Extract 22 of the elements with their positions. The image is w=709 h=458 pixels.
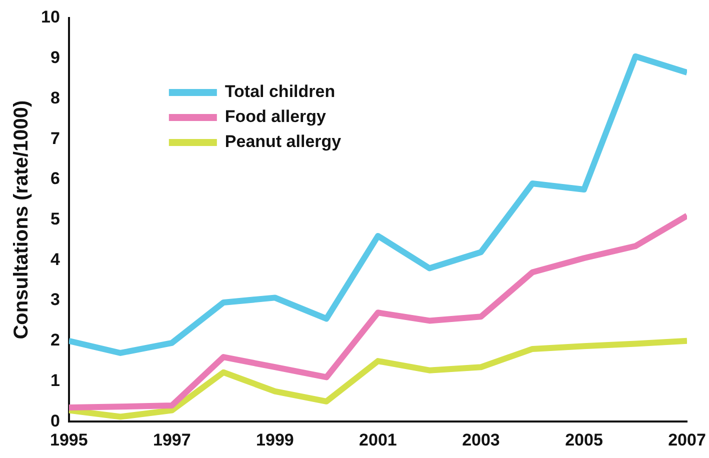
legend-label: Peanut allergy [224,132,342,152]
x-tick-label: 2005 [565,430,603,450]
x-tick-label: 2003 [462,430,500,450]
x-tick-label: 1999 [256,430,294,450]
y-tick-label: 1 [50,370,60,390]
y-tick-label: 6 [50,169,60,188]
y-axis-title: Consultations (rate/1000) [10,100,33,340]
legend-label: Total children [224,82,336,102]
y-tick-label: 9 [50,48,60,68]
y-tick-label: 7 [50,128,60,148]
x-tick-label: 2001 [359,430,397,450]
x-tick-label: 1995 [50,430,88,450]
y-tick-label: 2 [50,330,60,350]
y-tick-label: 10 [40,8,60,27]
legend-label: Food allergy [224,107,327,126]
y-tick-label: 5 [50,209,60,228]
y-tick-label: 0 [50,411,60,430]
y-tick-label: 8 [50,88,60,108]
x-tick-label: 2007 [668,430,706,450]
y-tick-label: 3 [50,290,60,310]
y-tick-label: 4 [50,250,60,269]
x-tick-label: 1997 [153,430,191,450]
